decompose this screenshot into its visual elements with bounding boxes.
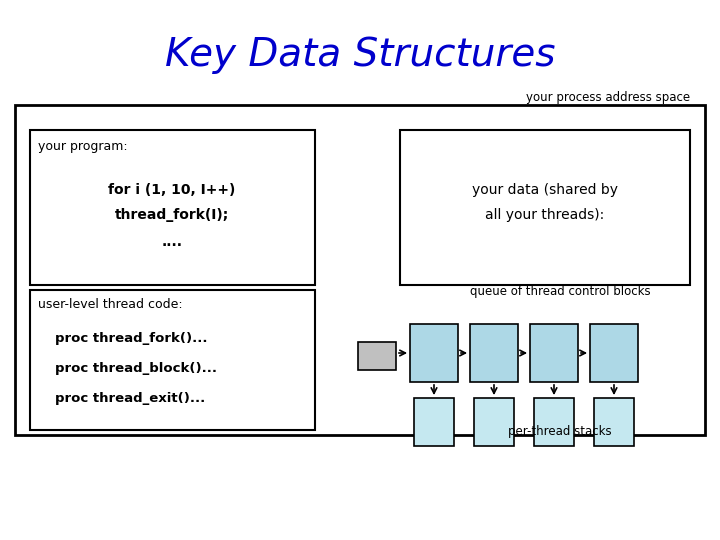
Bar	[474, 398, 514, 446]
Bar	[594, 398, 634, 446]
Bar	[358, 342, 396, 370]
Text: your program:: your program:	[38, 140, 127, 153]
Text: your data (shared by: your data (shared by	[472, 183, 618, 197]
Bar	[30, 290, 315, 430]
Text: all your threads):: all your threads):	[485, 208, 605, 222]
Text: Key Data Structures: Key Data Structures	[165, 36, 555, 74]
Text: proc thread_exit()...: proc thread_exit()...	[55, 392, 205, 405]
Bar	[400, 130, 690, 285]
Text: proc thread_fork()...: proc thread_fork()...	[55, 332, 207, 345]
Bar	[590, 324, 638, 382]
Text: per-thread stacks: per-thread stacks	[508, 426, 612, 438]
Bar	[15, 105, 705, 435]
Bar	[30, 130, 315, 285]
Bar	[414, 398, 454, 446]
Text: user-level thread code:: user-level thread code:	[38, 298, 183, 311]
Text: proc thread_block()...: proc thread_block()...	[55, 362, 217, 375]
Text: your process address space: your process address space	[526, 91, 690, 104]
Text: for i (1, 10, I++): for i (1, 10, I++)	[108, 183, 235, 197]
Bar	[470, 324, 518, 382]
Bar	[530, 324, 578, 382]
Bar	[410, 324, 458, 382]
Bar	[534, 398, 574, 446]
Text: ....: ....	[161, 235, 182, 249]
Text: thread_fork(I);: thread_fork(I);	[115, 208, 229, 222]
Text: queue of thread control blocks: queue of thread control blocks	[469, 286, 650, 299]
